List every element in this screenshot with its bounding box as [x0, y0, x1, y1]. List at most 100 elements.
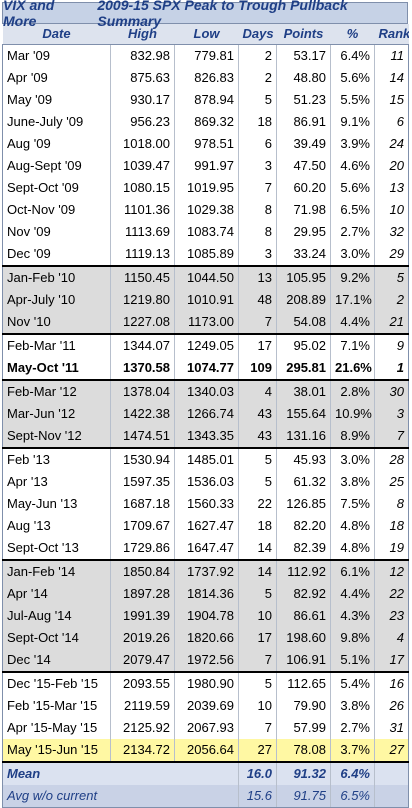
cell-points: 295.81 — [276, 357, 331, 381]
cell-pct: 2.8% — [330, 380, 375, 403]
cell-points: 54.08 — [276, 311, 331, 335]
cell-rank: 9 — [374, 334, 409, 357]
cell-high: 2119.59 — [110, 695, 175, 717]
cell-rank: 21 — [374, 311, 409, 335]
cell-date: Aug-Sept '09 — [2, 155, 111, 177]
cell-days: 5 — [238, 583, 277, 605]
cell-days: 8 — [238, 199, 277, 221]
cell-low: 1343.35 — [174, 425, 239, 449]
avg-cell-points: 91.75 — [276, 785, 331, 808]
cell-points: 57.99 — [276, 717, 331, 739]
cell-low: 1266.74 — [174, 403, 239, 425]
cell-pct: 6.4% — [330, 44, 375, 67]
cell-high: 930.17 — [110, 89, 175, 111]
cell-days: 43 — [238, 403, 277, 425]
cell-days: 4 — [238, 380, 277, 403]
cell-points: 155.64 — [276, 403, 331, 425]
cell-points: 78.08 — [276, 739, 331, 763]
table-row: Apr '14 1897.28 1814.36 5 82.92 4.4% 22 — [2, 583, 409, 605]
cell-days: 3 — [238, 243, 277, 267]
cell-rank: 32 — [374, 221, 409, 243]
cell-date: Dec '09 — [2, 243, 111, 267]
cell-low: 1627.47 — [174, 515, 239, 537]
cell-pct: 3.0% — [330, 243, 375, 267]
table-row: Sept-Nov '12 1474.51 1343.35 43 131.16 8.9% 7 — [2, 425, 409, 449]
cell-days: 18 — [238, 515, 277, 537]
cell-days: 13 — [238, 266, 277, 289]
cell-days: 7 — [238, 177, 277, 199]
cell-pct: 7.1% — [330, 334, 375, 357]
cell-date: Mar '09 — [2, 44, 111, 67]
cell-points: 82.39 — [276, 537, 331, 561]
cell-high: 2079.47 — [110, 649, 175, 673]
cell-low: 1980.90 — [174, 672, 239, 695]
cell-high: 1113.69 — [110, 221, 175, 243]
cell-low: 1904.78 — [174, 605, 239, 627]
mean-cell-points: 91.32 — [276, 761, 331, 785]
cell-date: Apr '14 — [2, 583, 111, 605]
cell-rank: 15 — [374, 89, 409, 111]
cell-high: 1530.94 — [110, 448, 175, 471]
cell-date: Sept-Oct '14 — [2, 627, 111, 649]
cell-rank: 20 — [374, 155, 409, 177]
cell-pct: 5.5% — [330, 89, 375, 111]
cell-low: 1019.95 — [174, 177, 239, 199]
avg-cell-rank — [374, 785, 409, 808]
cell-rank: 27 — [374, 739, 409, 763]
table-row: Jul-Aug '14 1991.39 1904.78 10 86.61 4.3% 23 — [2, 605, 409, 627]
cell-days: 5 — [238, 89, 277, 111]
avg-cell-days: 15.6 — [238, 785, 277, 808]
cell-pct: 9.8% — [330, 627, 375, 649]
cell-points: 105.95 — [276, 266, 331, 289]
cell-date: Nov '09 — [2, 221, 111, 243]
cell-high: 2019.26 — [110, 627, 175, 649]
mean-cell-rank — [374, 761, 409, 785]
cell-pct: 3.8% — [330, 471, 375, 493]
cell-date: Dec '15-Feb '15 — [2, 672, 111, 695]
cell-date: Apr '15-May '15 — [2, 717, 111, 739]
cell-high: 1897.28 — [110, 583, 175, 605]
cell-high: 1709.67 — [110, 515, 175, 537]
cell-low: 1044.50 — [174, 266, 239, 289]
cell-days: 7 — [238, 717, 277, 739]
cell-pct: 9.2% — [330, 266, 375, 289]
cell-points: 53.17 — [276, 44, 331, 67]
cell-points: 82.92 — [276, 583, 331, 605]
cell-days: 14 — [238, 560, 277, 583]
col-header-low: Low — [174, 24, 239, 45]
col-header-points: Points — [276, 24, 331, 45]
cell-rank: 29 — [374, 243, 409, 267]
cell-pct: 2.7% — [330, 221, 375, 243]
cell-days: 5 — [238, 672, 277, 695]
cell-date: Nov '10 — [2, 311, 111, 335]
table-row: May '09 930.17 878.94 5 51.23 5.5% 15 — [2, 89, 409, 111]
cell-date: May '15-Jun '15 — [2, 739, 111, 763]
cell-high: 2093.55 — [110, 672, 175, 695]
mean-row: Mean 16.0 91.32 6.4% — [2, 761, 409, 785]
header-row: Date High Low Days Points% Rank — [2, 24, 409, 45]
cell-low: 1074.77 — [174, 357, 239, 381]
cell-pct: 3.7% — [330, 739, 375, 763]
cell-pct: 8.9% — [330, 425, 375, 449]
table-row: Aug '13 1709.67 1627.47 18 82.20 4.8% 18 — [2, 515, 409, 537]
cell-pct: 9.1% — [330, 111, 375, 133]
table-row: Apr-July '10 1219.80 1010.91 48 208.89 17.1% 2 — [2, 289, 409, 311]
cell-low: 1647.47 — [174, 537, 239, 561]
col-header-rank: Rank — [374, 24, 409, 45]
cell-high: 1080.15 — [110, 177, 175, 199]
cell-days: 48 — [238, 289, 277, 311]
cell-high: 1119.13 — [110, 243, 175, 267]
cell-pct: 7.5% — [330, 493, 375, 515]
cell-date: Sept-Oct '09 — [2, 177, 111, 199]
cell-low: 1814.36 — [174, 583, 239, 605]
cell-rank: 26 — [374, 695, 409, 717]
table-row: Feb '13 1530.94 1485.01 5 45.93 3.0% 28 — [2, 448, 409, 471]
cell-date: Jan-Feb '14 — [2, 560, 111, 583]
cell-low: 1010.91 — [174, 289, 239, 311]
cell-points: 51.23 — [276, 89, 331, 111]
cell-rank: 25 — [374, 471, 409, 493]
cell-rank: 3 — [374, 403, 409, 425]
cell-date: Jan-Feb '10 — [2, 266, 111, 289]
cell-days: 10 — [238, 605, 277, 627]
cell-days: 7 — [238, 311, 277, 335]
